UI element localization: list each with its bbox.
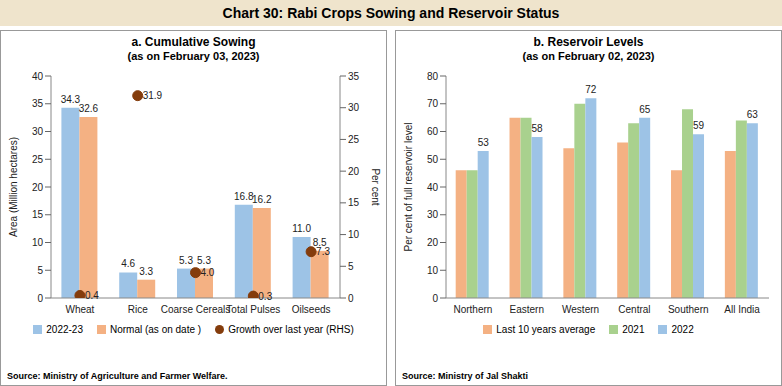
svg-text:30: 30 <box>348 102 360 113</box>
svg-text:31.9: 31.9 <box>143 90 163 101</box>
html-text:(as on February 02, 2023): (as on February 02, 2023) <box>522 50 655 62</box>
svg-text:Area (Million hectares): Area (Million hectares) <box>8 137 19 237</box>
html-text:(as on February 03, 2023): (as on February 03, 2023) <box>127 50 260 62</box>
svg-text:0: 0 <box>432 293 438 304</box>
svg-text:20: 20 <box>348 166 360 177</box>
svg-text:15: 15 <box>32 209 44 220</box>
svg-text:3.3: 3.3 <box>139 266 153 277</box>
html-text:Growth over last year (RHS): Growth over last year (RHS) <box>228 324 354 335</box>
svg-text:63: 63 <box>747 109 759 120</box>
html-text:2022: 2022 <box>671 324 694 335</box>
svg-text:35: 35 <box>32 98 44 109</box>
svg-text:4.6: 4.6 <box>121 258 135 269</box>
svg-text:10: 10 <box>427 265 439 276</box>
svg-text:11.0: 11.0 <box>292 223 311 234</box>
svg-text:Western: Western <box>562 304 599 315</box>
svg-text:59: 59 <box>693 120 705 131</box>
svg-text:7.3: 7.3 <box>316 246 330 257</box>
svg-text:0.4: 0.4 <box>85 290 99 301</box>
svg-text:8.5: 8.5 <box>312 236 327 248</box>
svg-text:0: 0 <box>348 293 354 304</box>
svg-text:25: 25 <box>32 154 44 165</box>
svg-text:65: 65 <box>639 104 651 115</box>
html-text:Last 10 years average: Last 10 years average <box>496 324 596 335</box>
svg-text:10: 10 <box>348 229 360 240</box>
svg-text:35: 35 <box>348 71 360 82</box>
svg-text:32.6: 32.6 <box>79 103 99 114</box>
svg-text:Rice: Rice <box>128 304 148 315</box>
svg-text:50: 50 <box>427 154 439 165</box>
svg-text:72: 72 <box>585 84 597 95</box>
svg-text:15: 15 <box>348 197 360 208</box>
svg-text:10: 10 <box>32 237 44 248</box>
html-text:2021: 2021 <box>622 324 645 335</box>
svg-text:40: 40 <box>427 182 439 193</box>
svg-text:0: 0 <box>37 293 43 304</box>
svg-text:34.3: 34.3 <box>61 94 81 105</box>
svg-text:53: 53 <box>478 137 490 148</box>
svg-text:30: 30 <box>427 209 439 220</box>
svg-text:60: 60 <box>427 126 439 137</box>
html-text:a. Cumulative Sowing: a. Cumulative Sowing <box>131 35 256 49</box>
svg-text:70: 70 <box>427 98 439 109</box>
svg-text:5.3: 5.3 <box>179 255 193 266</box>
svg-text:Southern: Southern <box>668 304 709 315</box>
svg-text:30: 30 <box>32 126 44 137</box>
svg-text:Oilseeds: Oilseeds <box>292 304 331 315</box>
svg-text:Central: Central <box>618 304 650 315</box>
svg-text:25: 25 <box>348 134 360 145</box>
svg-text:16.8: 16.8 <box>234 191 254 202</box>
svg-text:4.0: 4.0 <box>201 267 215 278</box>
html-text:Source: Ministry of Jal Shakti: Source: Ministry of Jal Shakti <box>402 371 528 381</box>
svg-text:Per cent: Per cent <box>370 168 381 205</box>
svg-text:40: 40 <box>32 71 44 82</box>
svg-text:Coarse Cereals: Coarse Cereals <box>161 304 230 315</box>
svg-text:Total Pulses: Total Pulses <box>226 304 280 315</box>
svg-text:Eastern: Eastern <box>510 304 544 315</box>
svg-text:Northern: Northern <box>453 304 492 315</box>
html-text:Normal (as on date ): Normal (as on date ) <box>110 324 202 335</box>
svg-text:Wheat: Wheat <box>65 304 94 315</box>
svg-text:5: 5 <box>37 265 43 276</box>
svg-text:80: 80 <box>427 71 439 82</box>
svg-text:20: 20 <box>32 182 44 193</box>
svg-text:0.3: 0.3 <box>258 291 272 302</box>
svg-text:Per cent of full reservoir lev: Per cent of full reservoir level <box>403 123 414 252</box>
svg-text:5: 5 <box>348 261 354 272</box>
svg-text:58: 58 <box>531 123 543 134</box>
svg-text:5.3: 5.3 <box>197 255 211 266</box>
html-text:Source: Ministry of Agricultur: Source: Ministry of Agriculture and Farm… <box>7 371 228 381</box>
html-text:2022-23: 2022-23 <box>46 324 83 335</box>
svg-text:All India: All India <box>724 304 760 315</box>
html-text:Chart 30: Rabi Crops Sowing an: Chart 30: Rabi Crops Sowing and Reservoi… <box>222 5 560 21</box>
svg-text:16.2: 16.2 <box>252 194 272 205</box>
svg-text:20: 20 <box>427 237 439 248</box>
html-text:b. Reservoir Levels: b. Reservoir Levels <box>533 35 644 49</box>
